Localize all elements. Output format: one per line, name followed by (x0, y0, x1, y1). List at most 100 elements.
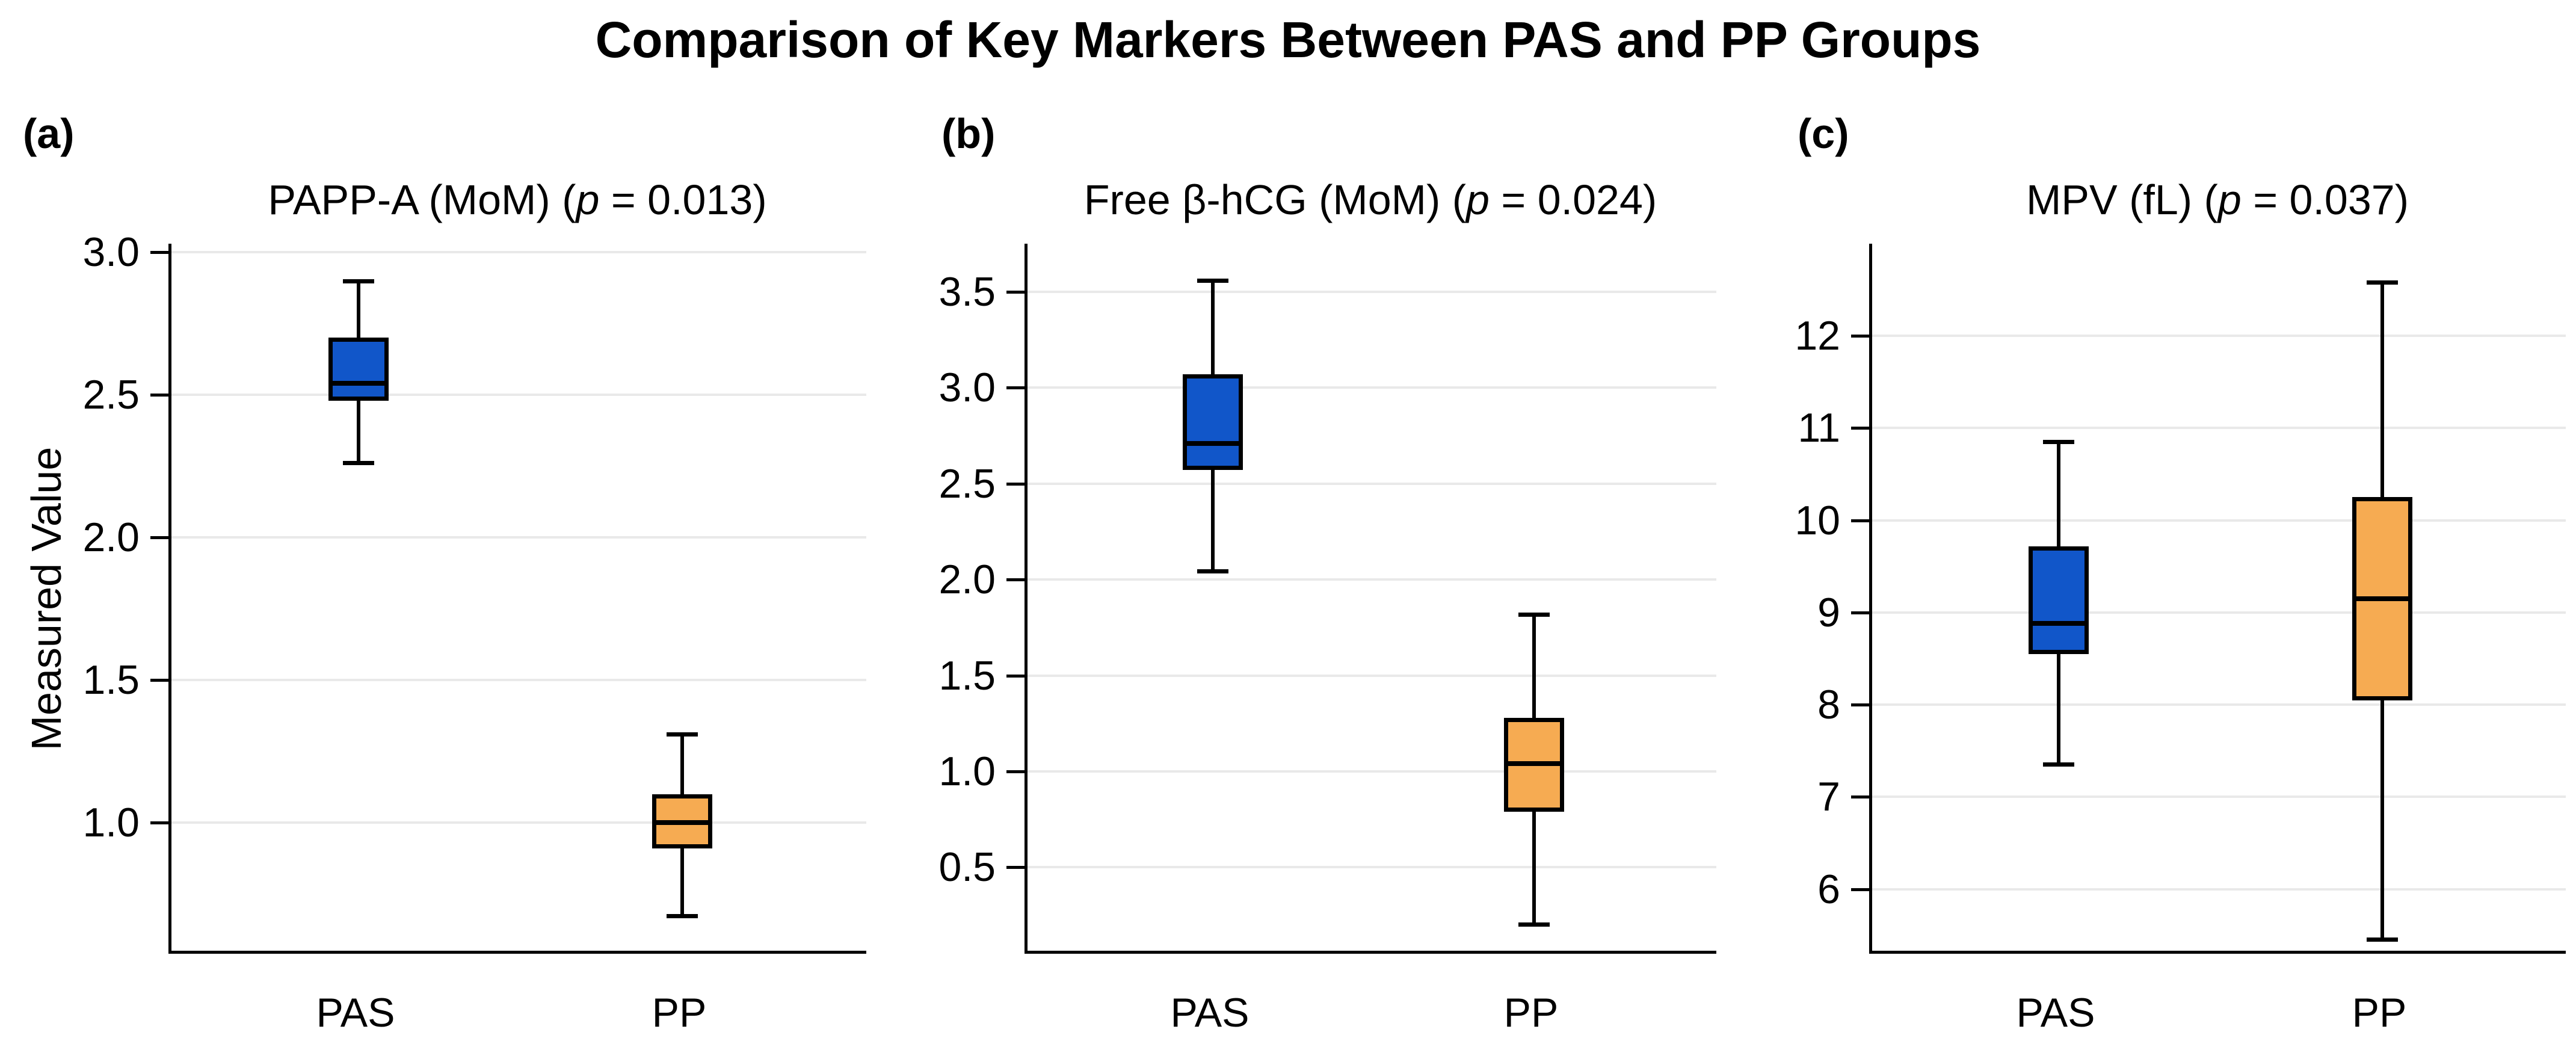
gridline (1028, 770, 1716, 773)
y-tick-label: 2.0 (82, 514, 140, 560)
gridline (1872, 335, 2566, 337)
panel-title-a: PAPP-A (MoM) (p = 0.013) (168, 176, 866, 224)
whisker-cap-bottom-pas (2043, 762, 2074, 767)
x-tick-label-pas: PAS (316, 990, 395, 1036)
median-pp (1504, 761, 1564, 766)
axes-c: 6 7 8 9 10 11 12 (1795, 244, 2566, 954)
y-tick-label: 12 (1795, 313, 1840, 359)
y-tick-mark (1006, 291, 1025, 294)
y-tick-mark (1851, 519, 1869, 522)
y-tick-mark (1006, 386, 1025, 389)
y-tick-mark (1006, 483, 1025, 486)
gridline (171, 251, 866, 253)
median-pas (2029, 621, 2089, 626)
y-tick-label: 2.5 (938, 461, 996, 507)
figure-title: Comparison of Key Markers Between PAS an… (595, 11, 1981, 68)
y-tick-mark (150, 536, 168, 539)
axes-a: 1.0 1.5 2.0 2.5 3.0 (82, 230, 866, 954)
box-pas (328, 338, 389, 401)
y-tick-label: 1.5 (82, 657, 140, 703)
median-pp (2352, 596, 2412, 601)
gridline (1028, 291, 1716, 293)
y-axis-label: Measured Value (23, 446, 70, 751)
median-pas (1183, 441, 1243, 446)
x-tick-label-pp: PP (1503, 990, 1559, 1036)
gridline (1872, 888, 2566, 891)
gridline (1872, 795, 2566, 798)
panel-label-b: (b) (941, 110, 996, 157)
y-tick-label: 3.5 (938, 269, 996, 315)
gridline (1028, 578, 1716, 581)
gridline (1872, 703, 2566, 706)
y-tick-mark (150, 394, 168, 397)
y-tick-label: 3.0 (82, 229, 140, 275)
p-value-symbol: p (1466, 176, 1490, 223)
x-tick-label-pas: PAS (2016, 990, 2095, 1036)
median-pas (328, 381, 389, 386)
x-tick-label-pp: PP (2352, 990, 2407, 1036)
panel-c: (c) MPV (fL) (p = 0.037) 6 7 8 9 10 11 12 PAS PP (1795, 0, 2566, 1044)
panel-b: (b) Free β-hCG (MoM) (p = 0.024) 0.5 1.0 1.5… (938, 0, 1716, 1044)
y-tick-mark (150, 821, 168, 824)
gridline (1028, 483, 1716, 485)
axes-b: 0.5 1.0 1.5 2.0 2.5 3.0 3.5 (938, 244, 1716, 954)
y-tick-mark (150, 251, 168, 254)
y-tick-mark (1851, 888, 1869, 891)
whisker-cap-bottom-pas (1197, 569, 1228, 573)
gridline (1028, 386, 1716, 389)
gridline (1872, 427, 2566, 429)
gridline (171, 821, 866, 824)
y-tick-label: 9 (1817, 590, 1840, 635)
panel-title-text: MPV (fL) ( (2026, 176, 2218, 223)
panel-title-text: PAPP-A (MoM) ( (268, 176, 576, 223)
p-value-text: = 0.013) (599, 176, 767, 223)
y-tick-label: 1.5 (938, 653, 996, 699)
y-tick-label: 11 (1798, 405, 1840, 451)
whisker-cap-top-pas (1197, 279, 1228, 283)
x-tick-label-pp: PP (652, 990, 707, 1036)
y-tick-mark (1851, 795, 1869, 798)
whisker-cap-bottom-pp (2367, 937, 2398, 942)
y-tick-mark (1851, 703, 1869, 706)
whisker-cap-bottom-pp (1518, 922, 1550, 927)
whisker-cap-top-pas (2043, 440, 2074, 444)
x-tick-label-pas: PAS (1170, 990, 1249, 1036)
y-tick-label: 2.0 (938, 557, 996, 602)
y-tick-mark (1851, 427, 1869, 430)
panel-label-c: (c) (1798, 110, 1849, 157)
gridline (171, 394, 866, 396)
whisker-cap-bottom-pp (667, 914, 698, 918)
whisker-cap-bottom-pas (343, 461, 374, 465)
whisker-cap-top-pp (667, 732, 698, 737)
box-pas (2029, 546, 2089, 654)
y-tick-mark (1006, 578, 1025, 581)
gridline (171, 536, 866, 539)
panel-title-c: MPV (fL) (p = 0.037) (1869, 176, 2566, 224)
p-value-symbol: p (2217, 176, 2242, 223)
y-tick-label: 0.5 (938, 844, 996, 890)
y-tick-mark (1006, 866, 1025, 869)
y-tick-mark (1851, 335, 1869, 338)
whisker-cap-top-pp (2367, 280, 2398, 285)
panel-label-a: (a) (23, 110, 75, 157)
gridline (171, 679, 866, 681)
y-tick-label: 6 (1817, 866, 1840, 912)
y-tick-mark (1006, 675, 1025, 678)
p-value-text: = 0.037) (2241, 176, 2409, 223)
median-pp (652, 820, 712, 825)
gridline (1872, 611, 2566, 614)
y-tick-mark (1851, 611, 1869, 614)
panel-title-b: Free β-hCG (MoM) (p = 0.024) (1025, 176, 1716, 224)
y-tick-mark (150, 679, 168, 682)
whisker-cap-top-pas (343, 279, 374, 283)
y-tick-mark (1006, 770, 1025, 773)
p-value-text: = 0.024) (1489, 176, 1657, 223)
y-tick-label: 3.0 (938, 365, 996, 410)
y-tick-label: 1.0 (938, 749, 996, 794)
y-tick-label: 10 (1795, 498, 1840, 543)
box-pas (1183, 374, 1243, 470)
gridline (1028, 866, 1716, 868)
y-tick-label: 2.5 (82, 372, 140, 418)
gridline (1872, 519, 2566, 522)
